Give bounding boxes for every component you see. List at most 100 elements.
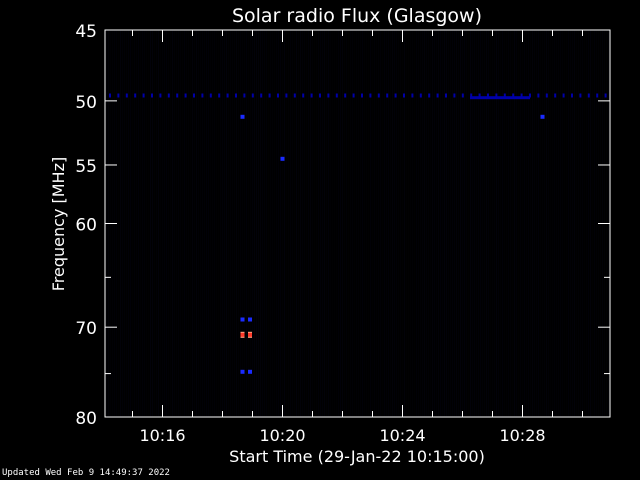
band-dot — [167, 93, 170, 98]
texture-column — [250, 30, 251, 417]
texture-column — [306, 30, 307, 417]
texture-column — [492, 30, 493, 417]
texture-column — [500, 30, 501, 417]
texture-column — [174, 30, 175, 417]
texture-column — [278, 30, 279, 417]
texture-column — [320, 30, 321, 417]
texture-column — [484, 30, 485, 417]
texture-column — [138, 30, 139, 417]
texture-column — [554, 30, 555, 417]
band-dot — [512, 93, 515, 98]
texture-column — [452, 30, 453, 417]
texture-column — [498, 30, 499, 417]
texture-column — [260, 30, 261, 417]
texture-column — [376, 30, 377, 417]
texture-column — [312, 30, 313, 417]
texture-column — [362, 30, 363, 417]
texture-column — [188, 30, 189, 417]
band-dot — [142, 93, 145, 98]
x-axis: 10:16 10:20 10:24 10:28 — [132, 30, 583, 445]
texture-column — [198, 30, 199, 417]
band-dot — [419, 93, 422, 98]
band-dot — [436, 93, 439, 98]
texture-column — [358, 30, 359, 417]
texture-column — [394, 30, 395, 417]
y-tick-label: 70 — [75, 319, 97, 339]
texture-column — [516, 30, 517, 417]
texture-column — [538, 30, 539, 417]
texture-column — [570, 30, 571, 417]
band-dot — [604, 93, 607, 98]
texture-column — [428, 30, 429, 417]
y-tick-label: 80 — [75, 409, 97, 429]
band-dot — [520, 93, 523, 98]
texture-column — [360, 30, 361, 417]
texture-column — [494, 30, 495, 417]
texture-column — [272, 30, 273, 417]
texture-column — [202, 30, 203, 417]
texture-column — [510, 30, 511, 417]
texture-column — [322, 30, 323, 417]
texture-column — [304, 30, 305, 417]
texture-column — [454, 30, 455, 417]
band-dot — [537, 93, 540, 98]
texture-column — [140, 30, 141, 417]
updated-timestamp: Updated Wed Feb 9 14:49:37 2022 — [2, 468, 170, 478]
spectrogram-texture — [106, 30, 609, 417]
texture-column — [134, 30, 135, 417]
texture-column — [270, 30, 271, 417]
band-dot — [277, 93, 279, 98]
texture-column — [150, 30, 151, 417]
texture-column — [308, 30, 309, 417]
y-axis: 45 50 55 60 70 80 — [75, 22, 610, 429]
texture-column — [506, 30, 507, 417]
texture-column — [380, 30, 381, 417]
texture-column — [222, 30, 223, 417]
texture-column — [154, 30, 155, 417]
texture-column — [170, 30, 171, 417]
band-dot — [403, 93, 405, 98]
band-dot — [109, 93, 111, 98]
burst-point-low — [540, 114, 545, 119]
texture-column — [466, 30, 467, 417]
texture-column — [350, 30, 351, 417]
band-dot — [176, 93, 179, 98]
texture-column — [388, 30, 389, 417]
texture-column — [162, 30, 163, 417]
band-dot — [151, 93, 153, 98]
band-dot — [487, 93, 489, 98]
texture-column — [480, 30, 481, 417]
texture-column — [300, 30, 301, 417]
texture-column — [526, 30, 527, 417]
burst-point-core — [248, 332, 252, 337]
texture-column — [156, 30, 157, 417]
texture-column — [384, 30, 385, 417]
band-dot — [587, 93, 590, 98]
y-tick-label: 55 — [75, 157, 97, 177]
texture-column — [420, 30, 421, 417]
texture-column — [200, 30, 201, 417]
texture-column — [558, 30, 559, 417]
texture-column — [582, 30, 583, 417]
texture-column — [338, 30, 339, 417]
band-dot — [218, 93, 221, 98]
texture-column — [142, 30, 143, 417]
band-dot — [529, 93, 531, 98]
texture-column — [348, 30, 349, 417]
texture-column — [146, 30, 147, 417]
texture-column — [462, 30, 463, 417]
texture-column — [218, 30, 219, 417]
texture-column — [292, 30, 293, 417]
texture-column — [392, 30, 393, 417]
texture-column — [340, 30, 341, 417]
band-dot — [302, 93, 305, 98]
texture-column — [458, 30, 459, 417]
band-dot — [562, 93, 565, 98]
texture-column — [176, 30, 177, 417]
band-dot — [209, 93, 212, 98]
texture-column — [196, 30, 197, 417]
texture-column — [220, 30, 221, 417]
texture-column — [132, 30, 133, 417]
texture-column — [318, 30, 319, 417]
band-dot — [495, 93, 498, 98]
